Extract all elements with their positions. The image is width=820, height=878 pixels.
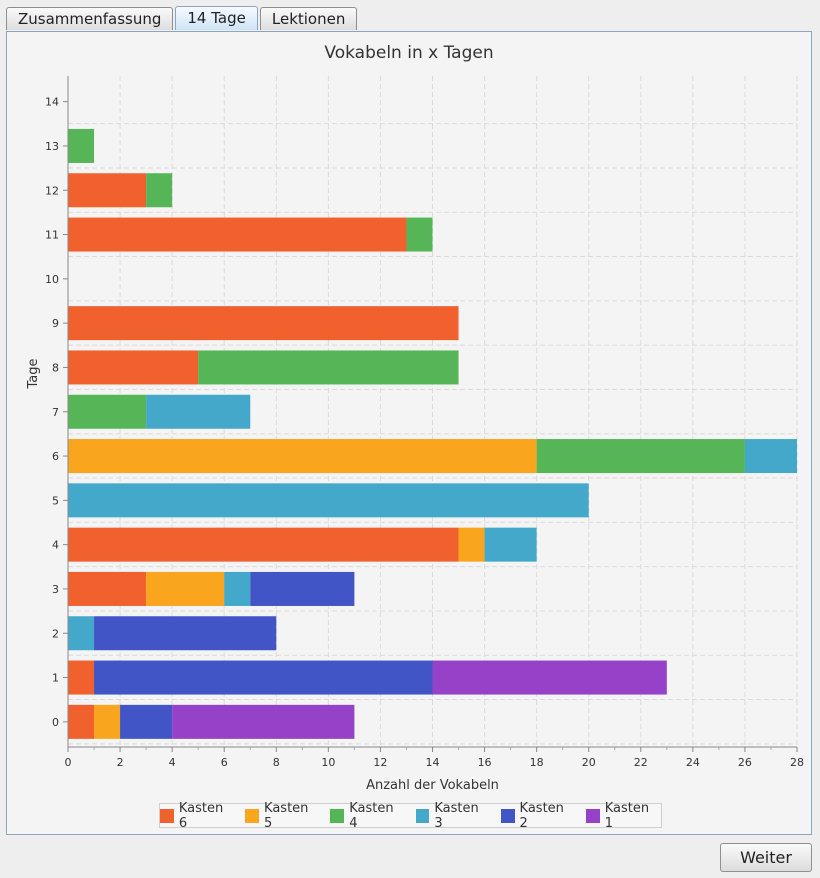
legend-swatch xyxy=(330,808,345,823)
x-tick-label: 2 xyxy=(117,756,124,769)
tab-bar: Zusammenfassung 14 Tage Lektionen xyxy=(6,6,359,31)
bar-segment xyxy=(406,217,433,252)
bar-segment xyxy=(68,527,459,562)
y-tick-label: 7 xyxy=(52,406,59,419)
bar-segment xyxy=(458,527,485,562)
bar-segment xyxy=(484,527,537,562)
legend-label: Kasten 5 xyxy=(264,800,309,831)
y-tick-label: 1 xyxy=(52,672,59,685)
x-tick-label: 0 xyxy=(65,756,72,769)
x-axis-label: Anzahl der Vokabeln xyxy=(366,778,499,793)
chart-title: Vokabeln in x Tagen xyxy=(324,43,493,63)
legend-swatch xyxy=(245,808,260,823)
x-tick-label: 8 xyxy=(273,756,280,769)
bar-segment xyxy=(744,439,797,474)
legend-label: Kasten 1 xyxy=(604,800,650,831)
chart-legend: Kasten 6 Kasten 5 Kasten 4 Kasten 3 Kasten 2… xyxy=(159,800,662,831)
y-axis-label: Tage xyxy=(26,358,41,389)
bar-segment xyxy=(94,704,121,739)
legend-item: Kasten 4 xyxy=(330,801,405,831)
legend-label: Kasten 3 xyxy=(434,800,479,831)
bar-segment xyxy=(68,616,95,651)
x-tick-label: 12 xyxy=(373,756,387,769)
bar-segment xyxy=(68,439,537,474)
legend-item: Kasten 3 xyxy=(415,800,491,831)
x-tick-label: 20 xyxy=(582,756,596,769)
x-tick-label: 16 xyxy=(478,756,492,769)
bar-segment xyxy=(68,704,95,739)
y-tick-label: 3 xyxy=(52,583,59,596)
bar-segment xyxy=(250,571,355,606)
y-tick-label: 10 xyxy=(45,273,59,286)
legend-swatch xyxy=(159,808,174,823)
bar-segment xyxy=(68,660,95,695)
bar-segment xyxy=(198,350,459,385)
x-tick-label: 24 xyxy=(686,756,700,769)
stacked-bar-chart: 0 2 4 6 8 10 12 14 16 18 20 22 24 26 28 0 1 2 3 4 5 6 7 8 9 10 11 1… xyxy=(8,32,810,832)
tab-14-tage[interactable]: 14 Tage xyxy=(175,6,258,30)
bar-segment xyxy=(94,660,433,695)
y-tick-label: 14 xyxy=(45,96,59,109)
x-tick-label: 22 xyxy=(634,756,648,769)
y-tick-label: 0 xyxy=(52,716,59,729)
bar-segment xyxy=(68,571,147,606)
bar-segment xyxy=(120,704,173,739)
bar-segment xyxy=(172,704,355,739)
y-tick-label: 4 xyxy=(52,539,59,552)
bar-segment xyxy=(224,571,251,606)
x-tick-label: 4 xyxy=(169,756,176,769)
legend-swatch xyxy=(500,808,515,823)
legend-item: Kasten 2 xyxy=(500,800,576,831)
bar-segment xyxy=(146,173,173,208)
legend-item: Kasten 1 xyxy=(585,800,661,831)
y-tick-label: 13 xyxy=(45,140,59,153)
chart-svg: 0 2 4 6 8 10 12 14 16 18 20 22 24 26 28012345678910111… xyxy=(26,43,804,793)
legend-swatch xyxy=(415,808,430,823)
x-tick-label: 14 xyxy=(426,756,440,769)
bar-segment xyxy=(68,483,589,518)
y-tick-label: 6 xyxy=(52,450,59,463)
legend-label: Kasten 6 xyxy=(178,800,224,831)
tab-lektionen[interactable]: Lektionen xyxy=(259,7,358,30)
weiter-button[interactable]: Weiter xyxy=(720,843,812,872)
bar-segment xyxy=(68,394,147,429)
x-tick-label: 6 xyxy=(221,756,228,769)
bar-segment xyxy=(68,173,147,208)
bar-segment xyxy=(68,350,199,385)
bar-segment xyxy=(536,439,745,474)
x-tick-label: 28 xyxy=(790,756,804,769)
x-tick-label: 18 xyxy=(530,756,544,769)
y-tick-label: 12 xyxy=(45,184,59,197)
y-tick-label: 5 xyxy=(52,494,59,507)
y-tick-label: 11 xyxy=(45,229,59,242)
bar-segment xyxy=(68,217,407,252)
legend-item: Kasten 5 xyxy=(245,801,320,831)
x-tick-label: 10 xyxy=(321,756,335,769)
y-tick-label: 2 xyxy=(52,627,59,640)
legend-item: Kasten 6 xyxy=(159,800,235,831)
tab-zusammenfassung[interactable]: Zusammenfassung xyxy=(6,7,174,30)
bar-segment xyxy=(68,128,95,163)
legend-label: Kasten 2 xyxy=(519,800,564,831)
y-tick-label: 8 xyxy=(52,361,59,374)
legend-swatch xyxy=(585,808,600,823)
legend-label: Kasten 4 xyxy=(349,800,394,831)
bar-segment xyxy=(68,306,459,341)
bar-segment xyxy=(146,571,225,606)
bar-segment xyxy=(146,394,251,429)
bar-segment xyxy=(432,660,667,695)
x-tick-label: 26 xyxy=(738,756,752,769)
bar-segment xyxy=(94,616,277,651)
y-tick-label: 9 xyxy=(52,317,59,330)
